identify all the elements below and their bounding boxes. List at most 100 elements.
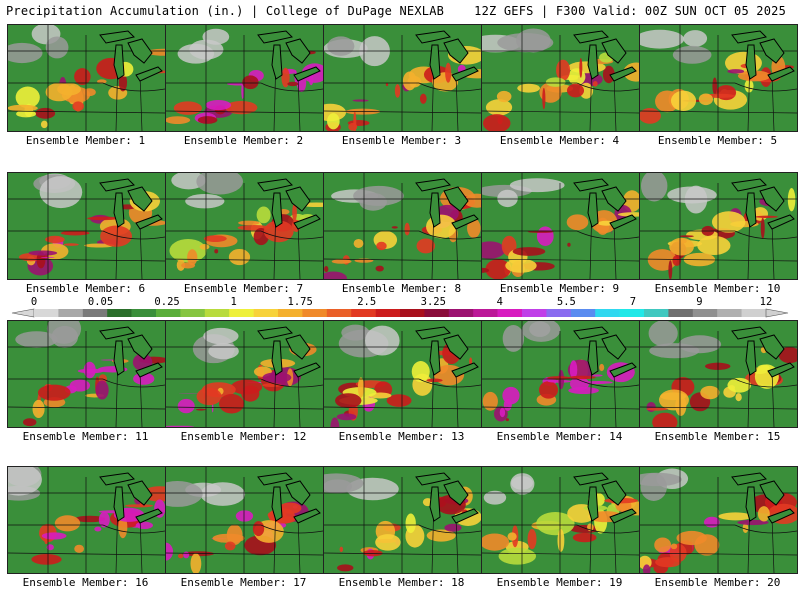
precip-cell <box>218 394 245 414</box>
precip-cell <box>676 530 707 546</box>
precip-field <box>482 467 639 573</box>
precip-field <box>166 467 323 573</box>
dry-area <box>648 321 678 347</box>
great-lake-outline <box>601 480 627 506</box>
precip-cell <box>566 83 585 98</box>
colorbar-swatch <box>302 309 328 317</box>
colorbar-tick-label: 2.5 <box>357 296 377 308</box>
precip-cell <box>652 412 678 427</box>
precip-cell <box>166 425 195 427</box>
precip-cell <box>41 532 67 540</box>
precip-cell <box>16 110 37 118</box>
great-lake-outline <box>285 334 311 360</box>
colorbar-swatch <box>253 309 279 317</box>
state-border <box>260 524 323 534</box>
dry-area <box>8 42 43 64</box>
ensemble-member-map <box>323 320 482 428</box>
colorbar-low-arrow <box>11 308 35 318</box>
precip-cell <box>463 193 481 208</box>
precip-cell <box>357 377 365 398</box>
great-lake-outline <box>257 178 293 192</box>
ensemble-member-map <box>7 320 166 428</box>
great-lake-outline <box>271 340 283 376</box>
precip-cell <box>327 113 340 130</box>
colorbar-tick-label: 0 <box>30 296 38 308</box>
colorbar-swatch <box>424 309 450 317</box>
ensemble-member-label: Ensemble Member: 19 <box>496 576 623 589</box>
colorbar-tick-label: 4 <box>496 296 503 308</box>
great-lake-outline <box>745 44 757 80</box>
colorbar-swatch <box>595 309 620 317</box>
precip-cell <box>386 394 412 407</box>
precip-field <box>482 173 639 279</box>
great-lake-outline <box>127 186 153 212</box>
precip-cell <box>8 104 38 112</box>
dry-area <box>51 325 79 348</box>
precip-cell <box>241 82 245 99</box>
precip-field <box>8 25 165 131</box>
precip-cell <box>177 553 184 559</box>
state-border <box>139 74 143 131</box>
ensemble-member-label: Ensemble Member: 6 <box>25 282 146 295</box>
precip-cell <box>602 65 615 84</box>
precip-cell <box>205 100 232 111</box>
precip-cell <box>203 235 227 242</box>
great-lake-outline <box>573 178 609 192</box>
precipitation-colorbar <box>11 308 789 318</box>
precip-cell <box>211 403 214 413</box>
dry-area <box>684 185 708 214</box>
precip-cell <box>28 250 58 256</box>
precip-cell <box>87 216 119 221</box>
precip-field <box>640 321 797 427</box>
precip-cell <box>195 408 206 411</box>
state-border <box>102 524 165 534</box>
precip-cell <box>60 230 90 236</box>
great-lake-outline <box>285 38 311 64</box>
precip-cell <box>98 511 110 528</box>
colorbar-swatch <box>34 309 59 317</box>
colorbar-swatch <box>448 309 474 317</box>
precip-cell <box>536 226 554 247</box>
colorbar-swatch <box>497 309 523 317</box>
state-border <box>771 516 775 573</box>
precip-cell <box>235 510 254 522</box>
colorbar-tick-label: 1 <box>230 296 237 308</box>
great-lake-outline <box>429 44 441 80</box>
dry-area <box>196 173 244 195</box>
great-lake-outline <box>587 192 599 228</box>
dry-area <box>203 327 239 345</box>
precip-cell <box>727 377 752 393</box>
precip-cell <box>242 75 259 90</box>
state-border <box>455 74 459 131</box>
dry-area <box>516 28 551 53</box>
state-border <box>734 524 797 534</box>
ensemble-member-label: Ensemble Member: 14 <box>496 430 623 443</box>
dry-area <box>502 324 525 352</box>
dry-area <box>15 331 58 348</box>
precip-cell <box>556 59 571 81</box>
precip-cell <box>536 511 575 536</box>
precip-cell <box>505 258 537 273</box>
great-lake-outline <box>573 472 609 486</box>
precip-cell <box>402 71 417 91</box>
dry-area <box>683 30 708 47</box>
ensemble-member-map <box>639 320 798 428</box>
precip-cell <box>467 218 481 238</box>
great-lake-outline <box>429 486 441 522</box>
state-border <box>613 222 617 279</box>
great-lake-outline <box>601 186 627 212</box>
great-lake-outline <box>293 66 321 82</box>
great-lake-outline <box>601 38 627 64</box>
great-lake-outline <box>293 362 321 378</box>
precip-cell <box>469 357 473 365</box>
great-lake-outline <box>451 66 479 82</box>
ensemble-member-label: Ensemble Member: 1 <box>25 134 146 147</box>
precip-cell <box>331 259 352 264</box>
colorbar-swatch <box>644 309 669 317</box>
precip-cell <box>499 407 506 418</box>
ensemble-member-map <box>481 172 640 280</box>
colorbar-swatch <box>204 309 230 317</box>
precip-cell <box>44 537 49 545</box>
dry-area <box>324 473 364 494</box>
colorbar-swatch <box>692 309 718 317</box>
